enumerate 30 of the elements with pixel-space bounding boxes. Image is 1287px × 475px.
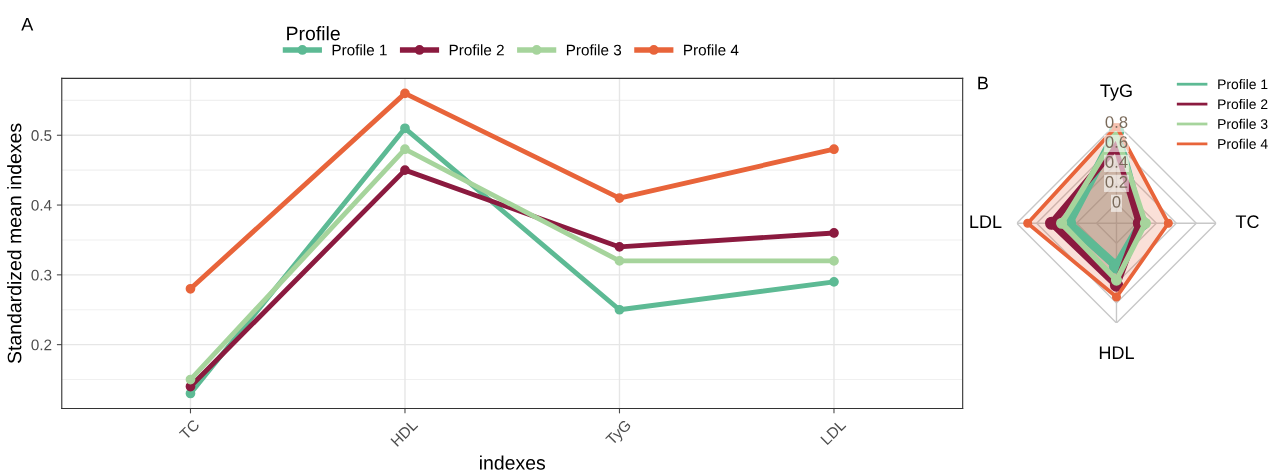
x-tick-label: TC — [178, 418, 201, 441]
legend-label: Profile 3 — [1218, 118, 1268, 129]
chart-title: A — [21, 18, 34, 31]
x-tick-label: HDL — [390, 418, 419, 447]
legend-title: Profile — [287, 26, 340, 41]
y-tick-label: 0.6 — [1105, 136, 1128, 148]
x-tick-label: LDL — [820, 418, 847, 445]
spoke-label: TyG — [1100, 84, 1132, 101]
legend-label: Profile 2 — [449, 44, 504, 56]
y-tick-label: 0.5 — [31, 130, 52, 141]
spoke-label: HDL — [1099, 346, 1134, 359]
y-tick-label: 0.4 — [31, 199, 52, 211]
chart-title: B — [978, 76, 988, 90]
legend-label: Profile 1 — [1218, 79, 1268, 90]
y-tick-label: 0.2 — [1105, 176, 1128, 188]
x-axis-title: indexes — [480, 455, 546, 470]
spoke-label: LDL — [970, 215, 1002, 228]
y-tick-label: 0.4 — [1105, 156, 1128, 168]
y-tick-label: 0 — [1112, 195, 1121, 208]
legend-label: Profile 2 — [1218, 98, 1268, 110]
y-axis-title: Standardized mean indexes — [7, 123, 22, 364]
y-tick-label: 0.8 — [1105, 116, 1128, 128]
y-tick-label: 0.2 — [31, 339, 52, 351]
spoke-label: TC — [1235, 215, 1259, 229]
legend-label: Profile 1 — [332, 44, 387, 56]
x-tick-label: TyG — [605, 419, 634, 448]
legend-label: Profile 4 — [1218, 138, 1268, 149]
y-tick-label: 0.3 — [31, 269, 52, 281]
legend-label: Profile 4 — [684, 44, 739, 56]
legend-label: Profile 3 — [566, 44, 622, 56]
